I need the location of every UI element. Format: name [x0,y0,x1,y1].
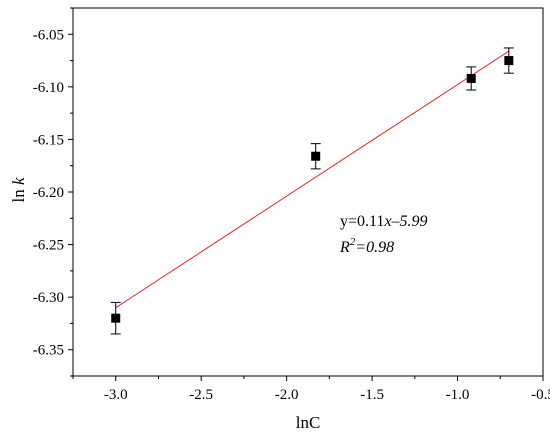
plot-area: -3.0 -2.5 -2.0 -1.5 -1.0 -0.5 -6.35 -6.30 -6.25… [33,7,550,403]
data-point [311,151,321,161]
x-tick-label: -1.0 [446,387,470,403]
fit-equation-var: x [383,213,391,230]
x-tick-label: -1.5 [360,387,384,403]
data-point [504,56,514,66]
y-axis-title-main: ln [9,185,28,202]
r-squared: R2=0.98 [339,236,394,256]
x-tick-label: -2.5 [189,387,213,403]
data-point [466,73,476,83]
r-squared-value: =0.98 [355,239,394,256]
fit-equation: y=0.11x–5.99 [340,213,428,230]
y-tick-label: -6.05 [33,27,64,43]
fit-line [115,50,510,309]
x-tick-label: -2.0 [275,387,299,403]
y-tick-label: -6.20 [33,185,64,201]
y-axis-title: ln k [9,177,28,202]
y-tick-label: -6.15 [33,132,64,148]
data-point [111,313,121,323]
fit-equation-annotation: y=0.11x–5.99 R2=0.98 [339,213,428,256]
y-tick-label: -6.10 [33,80,64,96]
fit-equation-suffix: –5.99 [391,213,428,230]
y-tick-label: -6.35 [33,343,64,359]
x-tick-label: -0.5 [531,387,550,403]
x-tick-label: -3.0 [104,387,128,403]
fit-line-layer [115,50,510,309]
fit-equation-prefix: y=0.11 [340,213,384,230]
y-tick-label: -6.25 [33,238,64,254]
x-axis-ticks: -3.0 -2.5 -2.0 -1.5 -1.0 -0.5 [72,376,550,403]
plot-frame [72,7,544,377]
r-squared-sup: 2 [350,236,356,248]
y-axis-title-var: k [9,177,28,185]
y-tick-label: -6.30 [33,290,64,306]
data-points-layer [110,47,514,335]
r-squared-label: R [339,239,350,256]
x-axis-title: lnC [296,413,321,432]
y-axis-ticks: -6.35 -6.30 -6.25 -6.20 -6.15 -6.10 -6.05 [33,7,73,377]
